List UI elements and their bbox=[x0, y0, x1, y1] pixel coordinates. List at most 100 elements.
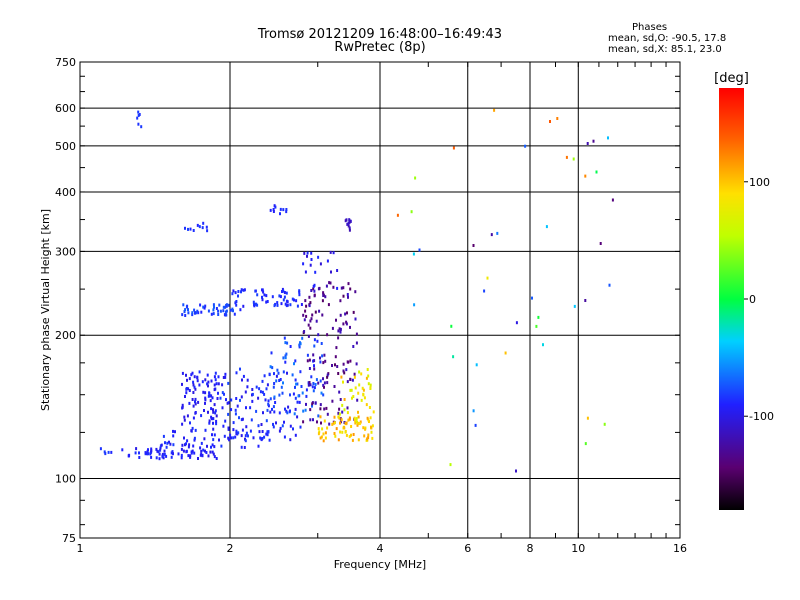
data-point bbox=[352, 395, 355, 398]
data-point bbox=[222, 376, 225, 379]
data-point bbox=[300, 303, 303, 306]
data-point bbox=[196, 223, 199, 227]
data-point bbox=[138, 456, 141, 459]
data-point bbox=[227, 401, 230, 405]
data-point bbox=[210, 445, 212, 449]
data-point bbox=[283, 420, 285, 424]
data-point bbox=[337, 415, 340, 419]
data-point bbox=[592, 139, 595, 143]
data-point bbox=[285, 352, 288, 356]
data-point bbox=[364, 427, 367, 431]
data-point bbox=[223, 313, 226, 317]
data-point bbox=[192, 416, 195, 420]
data-point bbox=[278, 294, 281, 298]
data-point bbox=[240, 395, 243, 399]
data-point bbox=[334, 434, 337, 438]
data-point bbox=[370, 425, 372, 429]
data-point bbox=[354, 418, 356, 422]
x-tick-label: 4 bbox=[377, 542, 384, 555]
data-point bbox=[324, 359, 327, 363]
data-point bbox=[278, 393, 281, 397]
data-point bbox=[242, 304, 245, 308]
data-point bbox=[157, 450, 160, 454]
data-point bbox=[280, 302, 283, 306]
data-point bbox=[189, 455, 192, 459]
data-point bbox=[320, 391, 323, 395]
data-point bbox=[212, 427, 215, 431]
data-point bbox=[206, 444, 208, 448]
data-point bbox=[281, 290, 283, 293]
data-point bbox=[362, 426, 365, 430]
data-point bbox=[524, 144, 527, 148]
data-point bbox=[317, 333, 320, 337]
data-point bbox=[472, 409, 475, 413]
data-point bbox=[137, 122, 140, 126]
data-point bbox=[339, 330, 342, 334]
data-point bbox=[215, 419, 218, 423]
data-point bbox=[127, 454, 130, 458]
data-point bbox=[240, 290, 242, 294]
data-point bbox=[194, 402, 197, 406]
data-point bbox=[412, 252, 415, 256]
data-point bbox=[213, 305, 215, 309]
data-point bbox=[353, 416, 356, 420]
axis-ticks: 1 2 4 6 8 10 16 75 100 200 300 400 500 600 750 bbox=[55, 56, 687, 555]
data-point bbox=[236, 404, 239, 408]
data-point bbox=[302, 420, 305, 424]
data-point bbox=[611, 198, 614, 202]
data-point bbox=[490, 233, 493, 237]
data-point bbox=[261, 430, 264, 433]
data-point bbox=[188, 401, 191, 405]
data-point bbox=[280, 385, 283, 389]
data-point bbox=[196, 379, 199, 383]
data-point bbox=[185, 373, 187, 377]
data-point bbox=[504, 351, 507, 355]
data-point bbox=[318, 430, 321, 434]
data-point bbox=[275, 421, 277, 425]
data-point bbox=[312, 382, 315, 385]
data-point bbox=[198, 225, 201, 229]
data-point bbox=[207, 384, 209, 388]
data-point bbox=[155, 456, 158, 460]
data-point bbox=[327, 303, 330, 307]
data-point bbox=[266, 300, 269, 303]
colorbar-ticks: 100 0 -100 bbox=[744, 176, 774, 423]
data-point bbox=[261, 379, 264, 383]
data-point bbox=[284, 341, 287, 345]
data-point bbox=[291, 297, 294, 301]
data-point bbox=[225, 304, 228, 307]
data-point bbox=[269, 410, 272, 414]
data-point bbox=[263, 293, 266, 297]
data-point bbox=[267, 402, 270, 406]
x-tick-label: 1 bbox=[77, 542, 84, 555]
y-tick-label: 200 bbox=[55, 329, 76, 342]
data-point bbox=[293, 298, 295, 302]
colorbar-tick-label: 0 bbox=[749, 293, 756, 306]
chart-title: Tromsø 20121209 16:48:00–16:49:43 bbox=[257, 27, 503, 42]
data-point bbox=[367, 374, 370, 378]
data-point bbox=[276, 301, 279, 305]
data-point bbox=[103, 450, 106, 454]
data-point bbox=[144, 451, 147, 455]
data-point bbox=[346, 293, 349, 296]
data-point bbox=[344, 312, 347, 316]
data-point bbox=[172, 452, 174, 456]
data-point bbox=[285, 291, 288, 295]
data-point bbox=[367, 418, 370, 422]
data-point bbox=[181, 371, 184, 375]
data-point bbox=[319, 360, 322, 364]
data-point bbox=[309, 326, 312, 330]
data-point bbox=[195, 311, 198, 315]
data-point bbox=[140, 125, 143, 129]
data-point bbox=[267, 399, 270, 403]
data-point bbox=[339, 430, 342, 434]
data-point bbox=[349, 325, 351, 329]
data-point bbox=[296, 382, 299, 386]
chart-subtitle: RwPretec (8p) bbox=[334, 40, 426, 55]
data-point bbox=[200, 310, 203, 314]
data-point bbox=[207, 410, 209, 414]
data-point bbox=[349, 359, 352, 363]
data-point bbox=[363, 434, 366, 438]
data-point bbox=[266, 433, 269, 437]
data-point bbox=[332, 251, 335, 255]
